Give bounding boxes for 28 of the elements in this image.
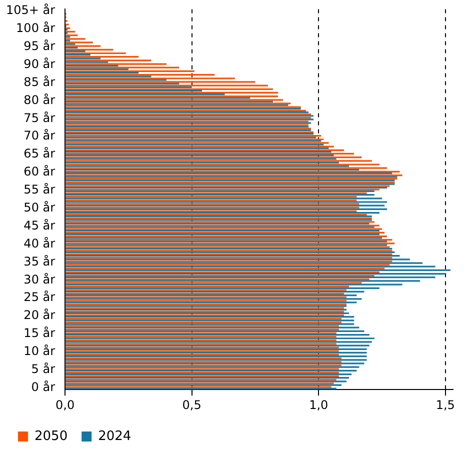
x-tick-label: 0,0 bbox=[56, 398, 75, 412]
y-tick-label: 50 år bbox=[24, 200, 56, 214]
legend-label: 2024 bbox=[98, 428, 132, 444]
y-tick-label: 65 år bbox=[24, 146, 56, 161]
legend-label: 2050 bbox=[34, 428, 68, 444]
x-tick-label: 1,0 bbox=[309, 398, 328, 412]
x-tick-label: 0,5 bbox=[182, 398, 202, 412]
y-tick-label: 35 år bbox=[24, 254, 56, 268]
y-tick-label: 55 år bbox=[24, 182, 56, 197]
y-tick-label: 45 år bbox=[24, 218, 56, 232]
y-tick-label: 15 år bbox=[24, 326, 56, 340]
y-tick-label: 80 år bbox=[24, 92, 56, 107]
y-tick-label: 25 år bbox=[24, 290, 56, 304]
y-tick-label: 20 år bbox=[24, 308, 56, 322]
y-tick-label: 75 år bbox=[24, 110, 56, 125]
y-tick-label: 10 år bbox=[24, 344, 56, 358]
y-tick-label: 90 år bbox=[24, 56, 56, 71]
y-tick-label: 0 år bbox=[31, 380, 56, 394]
y-tick-label: 85 år bbox=[24, 74, 56, 89]
y-tick-label: 40 år bbox=[24, 236, 56, 250]
y-tick-label: 100 år bbox=[16, 21, 56, 36]
y-tick-label: 60 år bbox=[24, 164, 56, 179]
y-tick-label: 105+ år bbox=[6, 3, 56, 18]
x-tick-label: 1,5 bbox=[436, 398, 455, 412]
y-tick-label: 5 år bbox=[31, 362, 56, 376]
y-tick-label: 30 år bbox=[24, 272, 56, 286]
y-tick-label: 95 år bbox=[24, 39, 56, 54]
y-tick-label: 70 år bbox=[24, 128, 56, 143]
